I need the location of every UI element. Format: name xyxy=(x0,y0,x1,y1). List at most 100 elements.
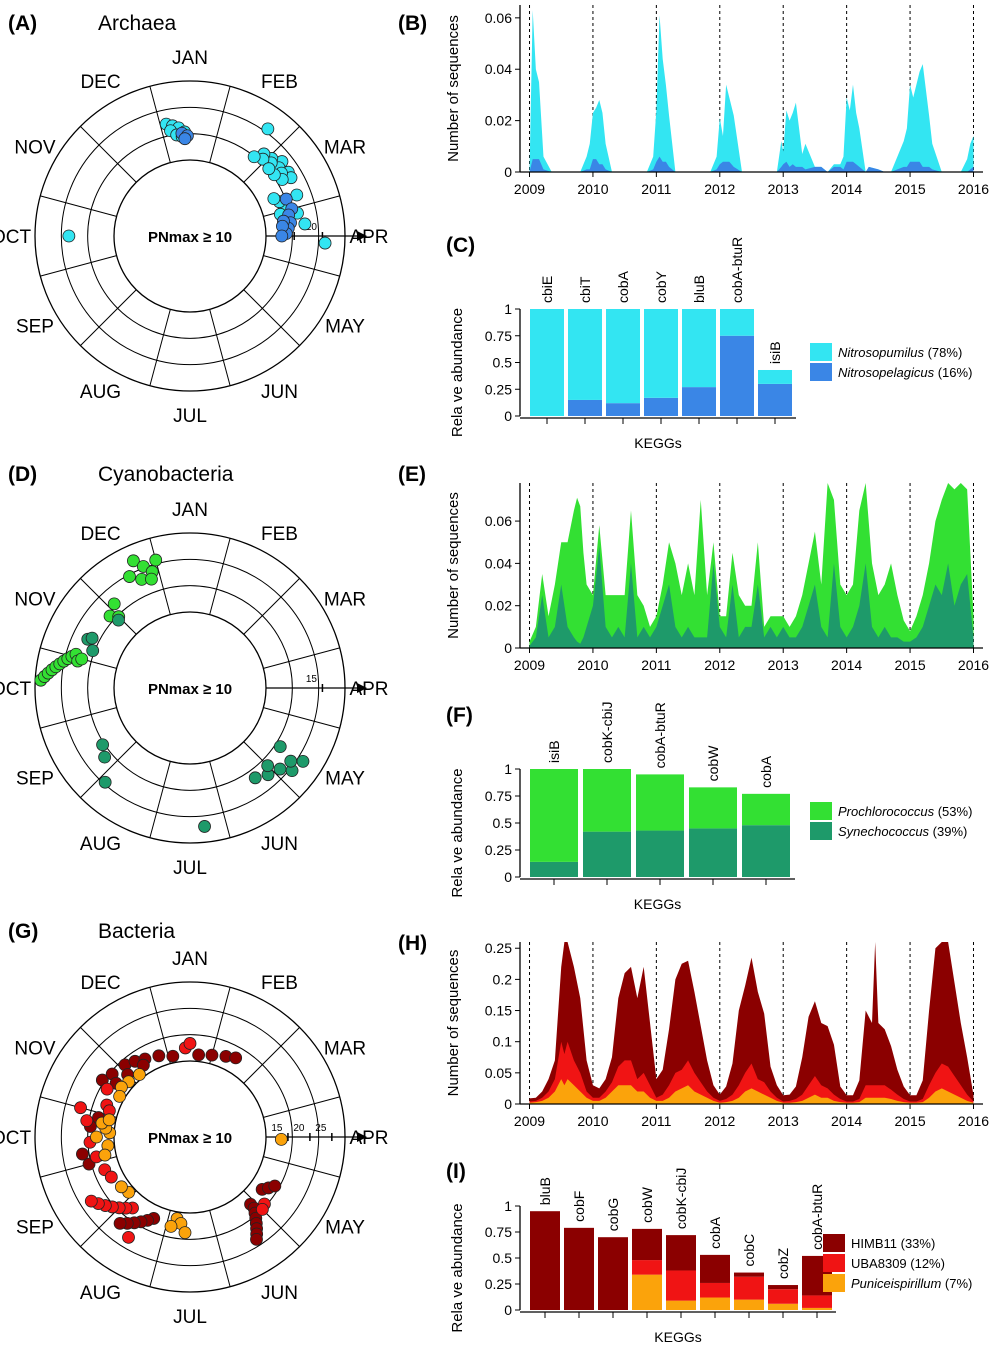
data-point xyxy=(250,1233,262,1245)
data-point xyxy=(199,820,211,832)
panel-label-a: (A) xyxy=(8,12,37,35)
data-point xyxy=(145,573,157,585)
month-label: SEP xyxy=(16,769,54,790)
bar-segment xyxy=(700,1283,730,1298)
timeseries-bacteria: 00.050.10.150.20.252009 2010 2011 2012 2013 2… xyxy=(445,940,989,1129)
category-label: cobK-cbiJ xyxy=(599,702,615,763)
x-tick-label: 2015 xyxy=(894,1113,925,1129)
bar-segment xyxy=(644,398,678,416)
legend-swatch xyxy=(823,1254,845,1272)
data-point xyxy=(297,755,309,767)
data-point xyxy=(101,1083,113,1095)
bar-segment xyxy=(758,384,792,416)
polar-spoke xyxy=(40,708,116,728)
bar-segment xyxy=(564,1228,594,1310)
data-point xyxy=(179,1227,191,1239)
y-tick-label: 0.5 xyxy=(493,355,513,371)
month-label: APR xyxy=(349,1128,388,1149)
bar-segment xyxy=(632,1229,662,1260)
data-point xyxy=(274,763,286,775)
polar-spoke xyxy=(263,648,339,668)
y-tick-label: 0 xyxy=(504,164,512,180)
bar-segment xyxy=(734,1300,764,1310)
month-label: NOV xyxy=(14,138,56,159)
polar-spoke xyxy=(150,309,170,385)
data-point xyxy=(108,598,120,610)
legend-label: UBA8309 (12%) xyxy=(851,1256,945,1271)
y-tick-label: 0.75 xyxy=(485,788,512,804)
legend-label: Puniceispirillum (7%) xyxy=(851,1276,972,1291)
y-tick-label: 0 xyxy=(504,1302,512,1318)
y-tick-label: 0 xyxy=(504,408,512,424)
category-label: cobA xyxy=(615,270,631,303)
data-point xyxy=(153,1050,165,1062)
month-label: FEB xyxy=(261,973,298,994)
legend-name: Puniceispirillum xyxy=(851,1276,941,1291)
y-axis-title: Rela ve abundance xyxy=(449,1203,466,1332)
legend-name: Nitrosopelagicus xyxy=(838,365,935,380)
month-label: MAY xyxy=(325,317,365,338)
month-label: JUN xyxy=(261,382,298,403)
bar-segment xyxy=(666,1235,696,1270)
bar-segment xyxy=(802,1308,832,1310)
legend-name: HIMB11 xyxy=(851,1236,897,1251)
bar-segment xyxy=(758,370,792,384)
y-tick-label: 0.02 xyxy=(485,113,512,129)
month-label: DEC xyxy=(80,973,120,994)
data-point xyxy=(262,123,274,135)
y-tick-label: 0.5 xyxy=(493,1250,513,1266)
data-point xyxy=(165,1220,177,1232)
data-point xyxy=(87,645,99,657)
legend-name: UBA8309 xyxy=(851,1256,907,1271)
data-point xyxy=(133,1069,145,1081)
y-axis-title: Number of sequences xyxy=(445,15,462,162)
y-tick-label: 0.15 xyxy=(485,1003,512,1019)
month-label: MAY xyxy=(325,769,365,790)
bar-segment xyxy=(734,1273,764,1277)
x-tick-label: 2011 xyxy=(641,1113,671,1129)
month-label: OCT xyxy=(0,679,31,700)
data-point xyxy=(115,1181,127,1193)
panel-label-b: (B) xyxy=(398,12,427,35)
panel-title-cyanobacteria: Cyanobacteria xyxy=(98,463,234,486)
y-tick-label: 0.05 xyxy=(485,1065,512,1081)
timeseries-cyanobacteria: 0 0.02 0.04 0.06 2009 2010 2011 2012 2013 2014 201… xyxy=(445,483,989,673)
data-point xyxy=(99,776,111,788)
polar-spoke xyxy=(210,761,230,837)
area-series xyxy=(530,10,974,172)
data-point xyxy=(105,1171,117,1183)
data-point xyxy=(114,1090,126,1102)
polar-spoke xyxy=(263,256,339,276)
data-point xyxy=(319,237,331,249)
data-point xyxy=(90,1131,102,1143)
category-label: isiB xyxy=(767,341,783,364)
bar-segment xyxy=(530,1211,560,1310)
data-point xyxy=(85,1195,97,1207)
month-label: JUL xyxy=(173,858,207,879)
data-point xyxy=(262,760,274,772)
data-point xyxy=(274,741,286,753)
bar-segment xyxy=(720,309,754,336)
polar-spoke xyxy=(263,708,339,728)
data-point xyxy=(263,163,275,175)
polar-spoke xyxy=(40,196,116,216)
legend-pct: (53%) xyxy=(934,804,972,819)
bar-segment xyxy=(636,774,684,830)
data-point xyxy=(76,1148,88,1160)
data-point xyxy=(112,614,124,626)
month-label: SEP xyxy=(16,1218,54,1239)
data-point xyxy=(268,193,280,205)
polar-spoke xyxy=(210,1210,230,1286)
x-tick-label: 2016 xyxy=(958,657,989,673)
data-point xyxy=(276,230,288,242)
polar-spoke xyxy=(210,309,230,385)
bar-segment xyxy=(636,831,684,877)
category-label: isiB xyxy=(546,740,562,763)
y-tick-label: 0.5 xyxy=(493,815,513,831)
bar-segment xyxy=(682,309,716,387)
legend-swatch xyxy=(823,1274,845,1292)
month-label: JUN xyxy=(261,1283,298,1304)
month-label: SEP xyxy=(16,317,54,338)
data-point xyxy=(75,1102,87,1114)
